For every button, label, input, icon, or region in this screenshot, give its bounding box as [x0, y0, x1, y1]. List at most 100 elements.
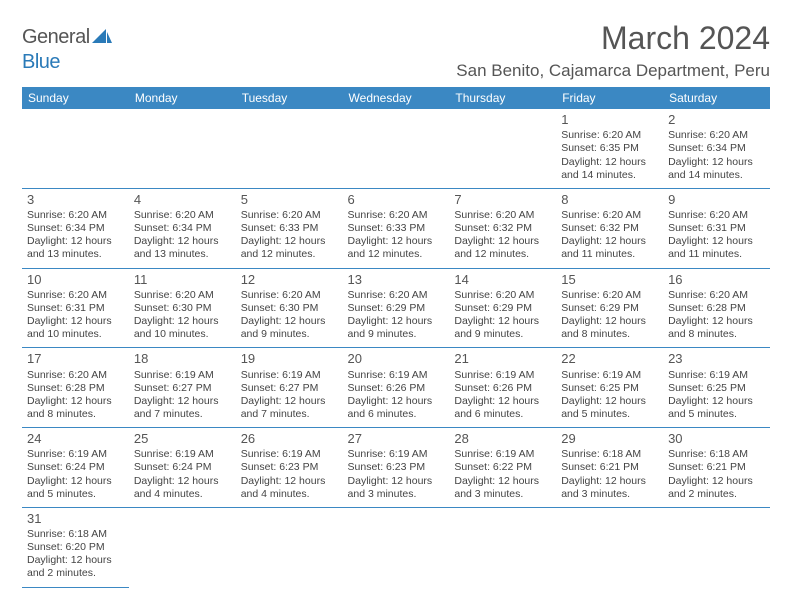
sunrise-text: Sunrise: 6:18 AM	[27, 528, 124, 541]
sunset-text: Sunset: 6:34 PM	[134, 222, 231, 235]
calendar-row: 24Sunrise: 6:19 AMSunset: 6:24 PMDayligh…	[22, 428, 770, 508]
day-header: Thursday	[449, 87, 556, 109]
sunrise-text: Sunrise: 6:20 AM	[27, 289, 124, 302]
daylight-text: Daylight: 12 hours	[454, 315, 551, 328]
day-number: 25	[134, 431, 231, 447]
day-number: 23	[668, 351, 765, 367]
daylight-text: and 10 minutes.	[134, 328, 231, 341]
day-number: 16	[668, 272, 765, 288]
day-number: 4	[134, 192, 231, 208]
daylight-text: Daylight: 12 hours	[668, 156, 765, 169]
logo-text-blue: Blue	[22, 51, 60, 73]
sunrise-text: Sunrise: 6:18 AM	[668, 448, 765, 461]
sunrise-text: Sunrise: 6:20 AM	[561, 289, 658, 302]
sunset-text: Sunset: 6:33 PM	[241, 222, 338, 235]
daylight-text: and 14 minutes.	[668, 169, 765, 182]
sunset-text: Sunset: 6:32 PM	[561, 222, 658, 235]
day-number: 9	[668, 192, 765, 208]
sunrise-text: Sunrise: 6:20 AM	[241, 209, 338, 222]
calendar-cell	[343, 507, 450, 587]
sunset-text: Sunset: 6:30 PM	[241, 302, 338, 315]
day-number: 17	[27, 351, 124, 367]
daylight-text: and 14 minutes.	[561, 169, 658, 182]
daylight-text: Daylight: 12 hours	[454, 395, 551, 408]
calendar-cell: 20Sunrise: 6:19 AMSunset: 6:26 PMDayligh…	[343, 348, 450, 428]
day-header: Wednesday	[343, 87, 450, 109]
daylight-text: and 11 minutes.	[668, 248, 765, 261]
sunset-text: Sunset: 6:21 PM	[561, 461, 658, 474]
calendar-cell: 16Sunrise: 6:20 AMSunset: 6:28 PMDayligh…	[663, 268, 770, 348]
sunset-text: Sunset: 6:33 PM	[348, 222, 445, 235]
daylight-text: Daylight: 12 hours	[348, 395, 445, 408]
calendar-cell: 21Sunrise: 6:19 AMSunset: 6:26 PMDayligh…	[449, 348, 556, 428]
logo-text: GeneralBlue	[22, 26, 112, 74]
sunset-text: Sunset: 6:34 PM	[668, 142, 765, 155]
sunset-text: Sunset: 6:27 PM	[134, 382, 231, 395]
calendar-cell: 3Sunrise: 6:20 AMSunset: 6:34 PMDaylight…	[22, 188, 129, 268]
calendar-cell: 29Sunrise: 6:18 AMSunset: 6:21 PMDayligh…	[556, 428, 663, 508]
sunset-text: Sunset: 6:22 PM	[454, 461, 551, 474]
daylight-text: Daylight: 12 hours	[241, 235, 338, 248]
calendar-cell	[343, 109, 450, 188]
daylight-text: Daylight: 12 hours	[27, 554, 124, 567]
daylight-text: Daylight: 12 hours	[27, 315, 124, 328]
calendar-cell: 17Sunrise: 6:20 AMSunset: 6:28 PMDayligh…	[22, 348, 129, 428]
sunrise-text: Sunrise: 6:20 AM	[668, 209, 765, 222]
calendar-cell: 1Sunrise: 6:20 AMSunset: 6:35 PMDaylight…	[556, 109, 663, 188]
location: San Benito, Cajamarca Department, Peru	[456, 61, 770, 81]
calendar-cell	[129, 109, 236, 188]
sunrise-text: Sunrise: 6:19 AM	[668, 369, 765, 382]
day-number: 3	[27, 192, 124, 208]
sunrise-text: Sunrise: 6:20 AM	[27, 369, 124, 382]
logo: GeneralBlue	[22, 20, 112, 74]
sunrise-text: Sunrise: 6:18 AM	[561, 448, 658, 461]
day-header: Saturday	[663, 87, 770, 109]
daylight-text: Daylight: 12 hours	[134, 395, 231, 408]
sunset-text: Sunset: 6:28 PM	[668, 302, 765, 315]
daylight-text: and 6 minutes.	[454, 408, 551, 421]
sunset-text: Sunset: 6:29 PM	[561, 302, 658, 315]
calendar-cell: 4Sunrise: 6:20 AMSunset: 6:34 PMDaylight…	[129, 188, 236, 268]
calendar-cell: 26Sunrise: 6:19 AMSunset: 6:23 PMDayligh…	[236, 428, 343, 508]
sunset-text: Sunset: 6:31 PM	[27, 302, 124, 315]
calendar-cell	[236, 507, 343, 587]
day-number: 11	[134, 272, 231, 288]
calendar-cell: 6Sunrise: 6:20 AMSunset: 6:33 PMDaylight…	[343, 188, 450, 268]
sunrise-text: Sunrise: 6:20 AM	[454, 289, 551, 302]
calendar-row: 31Sunrise: 6:18 AMSunset: 6:20 PMDayligh…	[22, 507, 770, 587]
calendar-cell: 28Sunrise: 6:19 AMSunset: 6:22 PMDayligh…	[449, 428, 556, 508]
daylight-text: Daylight: 12 hours	[454, 235, 551, 248]
calendar-cell	[236, 109, 343, 188]
day-number: 30	[668, 431, 765, 447]
sunrise-text: Sunrise: 6:19 AM	[348, 369, 445, 382]
day-number: 26	[241, 431, 338, 447]
daylight-text: Daylight: 12 hours	[27, 235, 124, 248]
sunset-text: Sunset: 6:23 PM	[241, 461, 338, 474]
calendar-cell: 14Sunrise: 6:20 AMSunset: 6:29 PMDayligh…	[449, 268, 556, 348]
calendar-cell: 25Sunrise: 6:19 AMSunset: 6:24 PMDayligh…	[129, 428, 236, 508]
sunrise-text: Sunrise: 6:20 AM	[668, 129, 765, 142]
daylight-text: Daylight: 12 hours	[668, 395, 765, 408]
daylight-text: Daylight: 12 hours	[561, 475, 658, 488]
day-number: 28	[454, 431, 551, 447]
sunrise-text: Sunrise: 6:19 AM	[348, 448, 445, 461]
daylight-text: Daylight: 12 hours	[241, 475, 338, 488]
day-number: 12	[241, 272, 338, 288]
daylight-text: and 11 minutes.	[561, 248, 658, 261]
logo-sail-icon	[92, 28, 112, 51]
calendar-cell: 12Sunrise: 6:20 AMSunset: 6:30 PMDayligh…	[236, 268, 343, 348]
sunset-text: Sunset: 6:25 PM	[668, 382, 765, 395]
calendar-cell: 8Sunrise: 6:20 AMSunset: 6:32 PMDaylight…	[556, 188, 663, 268]
daylight-text: and 3 minutes.	[561, 488, 658, 501]
sunrise-text: Sunrise: 6:19 AM	[241, 448, 338, 461]
daylight-text: and 12 minutes.	[348, 248, 445, 261]
day-number: 19	[241, 351, 338, 367]
daylight-text: and 3 minutes.	[454, 488, 551, 501]
day-number: 2	[668, 112, 765, 128]
calendar-cell: 18Sunrise: 6:19 AMSunset: 6:27 PMDayligh…	[129, 348, 236, 428]
daylight-text: and 9 minutes.	[348, 328, 445, 341]
calendar-cell: 22Sunrise: 6:19 AMSunset: 6:25 PMDayligh…	[556, 348, 663, 428]
day-number: 24	[27, 431, 124, 447]
day-header: Friday	[556, 87, 663, 109]
sunset-text: Sunset: 6:26 PM	[348, 382, 445, 395]
